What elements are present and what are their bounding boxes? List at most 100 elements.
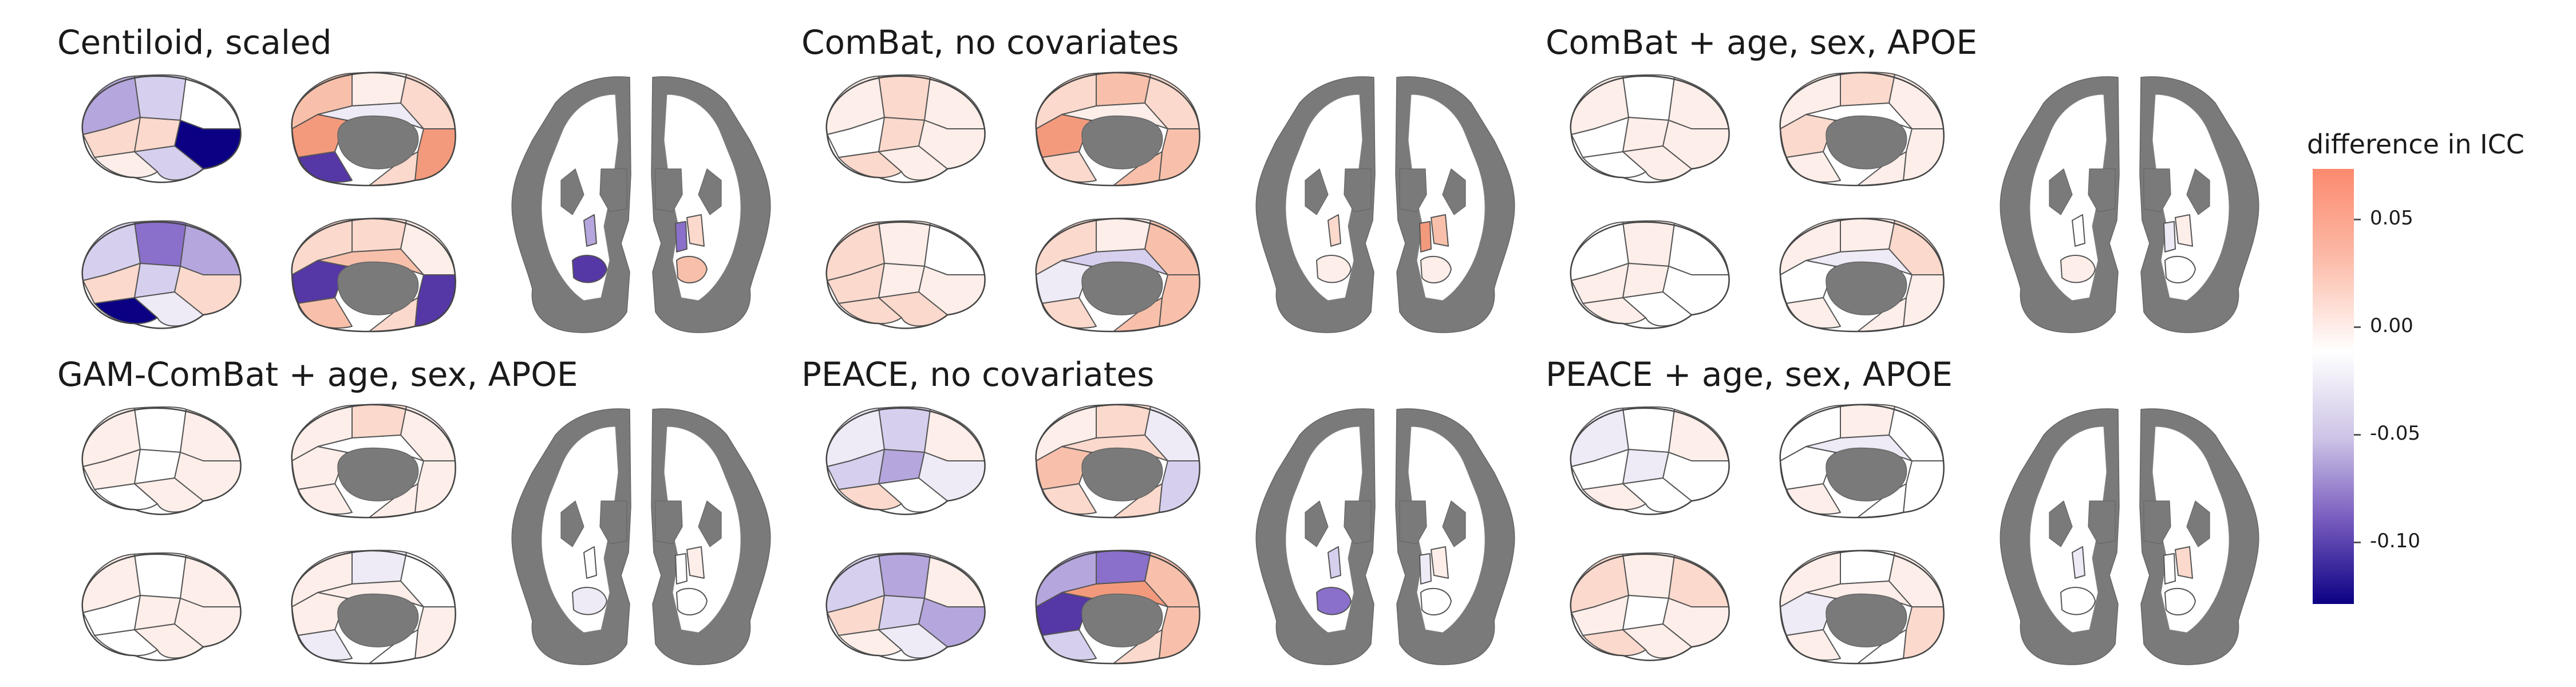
coronal-section xyxy=(511,76,771,333)
subcortical-region xyxy=(2163,553,2176,585)
brain-region xyxy=(1785,297,1841,329)
brain-atlas-plot xyxy=(81,404,771,665)
brain-region xyxy=(134,74,187,121)
panel-centiloid-scaled: Centiloid, scaled xyxy=(57,23,796,355)
hemisphere-outline xyxy=(1035,404,1200,519)
panel-peace-covariates: PEACE + age, sex, APOE xyxy=(1546,355,2284,687)
brain-atlas-plot xyxy=(1570,404,2259,665)
brain-region xyxy=(924,409,985,461)
colorbar-tick-label: 0.05 xyxy=(2370,207,2413,230)
subcortical-region xyxy=(675,553,688,585)
panel-peace-no-covariates: PEACE, no covariates xyxy=(801,355,1540,687)
brain-region xyxy=(180,555,241,607)
hemisphere-outline xyxy=(1779,72,1945,187)
corpus-callosum-region xyxy=(1826,593,1907,647)
brain-atlas-plot xyxy=(81,72,771,333)
brain-region xyxy=(180,77,241,129)
lateral-view-bottom xyxy=(81,220,242,329)
subcortical-region xyxy=(572,587,607,615)
lateral-view-top xyxy=(81,406,242,515)
insula-right xyxy=(1442,168,1466,215)
brain-region xyxy=(1622,220,1675,267)
medial-view-top xyxy=(1779,72,1945,187)
brain-region xyxy=(1668,223,1729,275)
subcortical-region xyxy=(2175,546,2193,579)
corpus-callosum-region xyxy=(1081,447,1163,502)
brain-region xyxy=(1041,151,1097,183)
subcortical-region xyxy=(2163,221,2176,252)
subcortical-region xyxy=(1327,214,1341,247)
thalamus-right xyxy=(655,168,683,212)
corpus-callosum-region xyxy=(1081,115,1163,169)
colorbar-legend: difference in ICC 0.05 0.00 -0.05 -0.10 xyxy=(2307,129,2559,621)
thalamus-left xyxy=(2088,168,2116,212)
lateral-view-top xyxy=(825,406,986,515)
colorbar-tick-label: -0.05 xyxy=(2370,422,2420,445)
brain-region xyxy=(878,220,931,267)
brain-region xyxy=(134,552,187,599)
brain-region xyxy=(351,404,407,439)
subcortical-region xyxy=(2175,214,2193,247)
brain-region xyxy=(414,128,456,181)
corpus-callosum-region xyxy=(1826,261,1907,315)
insula-left xyxy=(560,500,584,547)
medial-view-bottom xyxy=(1779,550,1945,665)
colorbar-tick xyxy=(2354,219,2361,220)
subcortical-region xyxy=(676,256,708,283)
corpus-callosum-region xyxy=(1081,593,1163,647)
subcortical-region xyxy=(2164,588,2196,615)
colorbar-tick-label: -0.10 xyxy=(2370,530,2420,552)
lateral-view-bottom xyxy=(825,552,986,661)
brain-region xyxy=(1041,483,1097,515)
medial-view-bottom xyxy=(291,550,456,665)
colorbar-tick-label: 0.00 xyxy=(2370,314,2413,337)
subcortical-region xyxy=(1419,553,1432,585)
medial-view-top xyxy=(1035,404,1200,519)
subcortical-region xyxy=(686,546,705,579)
thalamus-right xyxy=(1399,500,1427,544)
subcortical-region xyxy=(2164,256,2196,283)
hemisphere-outline xyxy=(81,407,242,515)
thalamus-left xyxy=(2088,500,2116,544)
medial-view-top xyxy=(291,404,456,519)
panel-gam-combat-covariates: GAM-ComBat + age, sex, APOE xyxy=(57,355,796,687)
thalamus-left xyxy=(599,500,627,544)
subcortical-region xyxy=(583,214,597,247)
corpus-callosum-region xyxy=(1826,447,1907,502)
hemisphere-outline xyxy=(81,75,242,183)
insula-right xyxy=(698,168,722,215)
lateral-view-bottom xyxy=(825,220,986,329)
subcortical-region xyxy=(1316,255,1352,283)
brain-region xyxy=(1668,77,1729,129)
hemisphere-outline xyxy=(825,553,986,661)
hemisphere-outline xyxy=(291,218,456,333)
medial-view-top xyxy=(1035,72,1200,187)
panel-title: Centiloid, scaled xyxy=(57,23,332,62)
brain-region xyxy=(134,220,187,267)
corpus-callosum-region xyxy=(337,115,419,169)
brain-region xyxy=(924,223,985,275)
brain-region xyxy=(878,74,931,121)
thalamus-right xyxy=(1399,168,1427,212)
brain-atlas-plot xyxy=(825,404,1515,665)
brain-region xyxy=(351,550,407,585)
thalamus-left xyxy=(599,168,627,212)
subcortical-region xyxy=(1327,546,1341,579)
brain-region xyxy=(1903,606,1945,659)
subcortical-region xyxy=(2072,214,2085,247)
hemisphere-outline xyxy=(1035,72,1200,187)
insula-right xyxy=(698,500,722,547)
brain-region xyxy=(1840,550,1895,585)
brain-region xyxy=(297,629,353,661)
insula-left xyxy=(2049,168,2073,215)
brain-region xyxy=(351,218,407,252)
brain-region xyxy=(1159,128,1200,181)
brain-region xyxy=(1840,72,1895,106)
thalamus-right xyxy=(655,500,683,544)
thalamus-left xyxy=(1344,168,1372,212)
subcortical-region xyxy=(1431,214,1449,247)
brain-region xyxy=(297,483,353,515)
subcortical-region xyxy=(583,546,597,579)
corpus-callosum-region xyxy=(337,261,419,315)
hemisphere-outline xyxy=(1035,550,1200,665)
